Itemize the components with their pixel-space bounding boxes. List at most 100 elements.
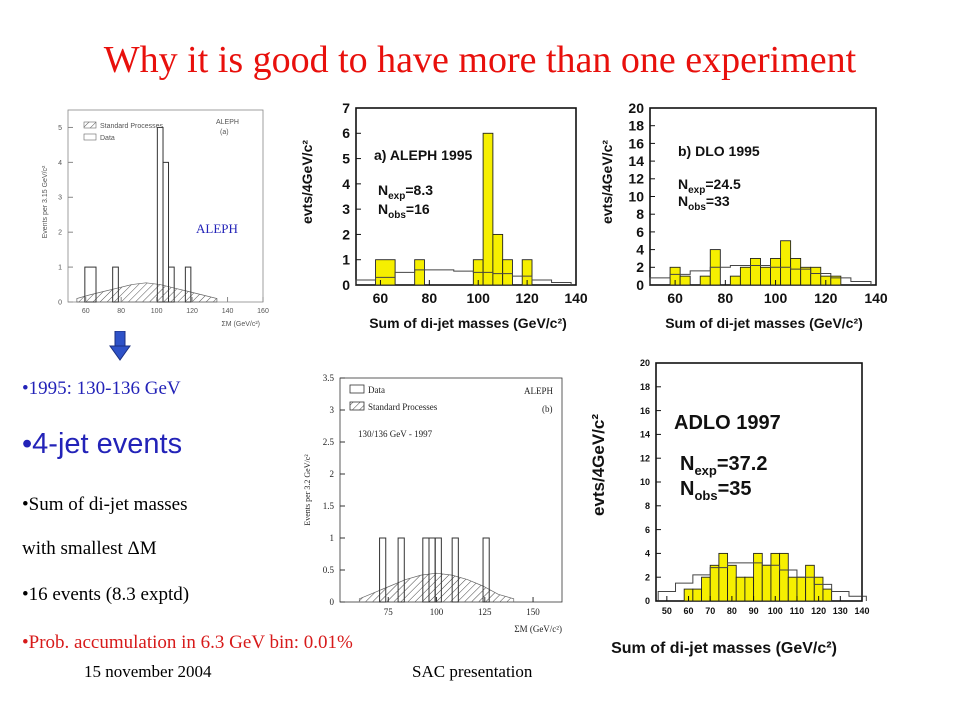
bullet-jet-events-text: 4-jet events: [32, 428, 183, 460]
annotation-exp-sub: exp: [694, 463, 716, 478]
y-tick-label: 1.5: [323, 501, 335, 511]
y-tick-label: 14: [628, 153, 644, 169]
data-bin-bar: [790, 257, 802, 286]
x-tick-label: 60: [667, 290, 683, 306]
y-tick-label: 4: [636, 242, 644, 258]
y-tick-label: 6: [342, 125, 350, 141]
page-title: Why it is good to have more than one exp…: [103, 39, 857, 81]
data-bin-bar: [830, 275, 842, 286]
annotation-obs-sub: obs: [388, 210, 406, 221]
y-tick-label: 4: [58, 160, 62, 167]
x-tick-label: 60: [684, 606, 694, 616]
x-tick-label: 160: [257, 308, 269, 315]
bullet-energy: •1995: 130-136 GeV: [22, 378, 181, 400]
y-tick-label: 16: [640, 406, 650, 416]
y-tick-label: 4: [342, 176, 350, 192]
data-bin-bar: [822, 588, 833, 602]
expected-histogram: [649, 265, 872, 285]
annotation: a) ALEPH 1995 Nexp=8.3 Nobs=16: [374, 147, 473, 221]
annotation-panel-a: (a): [220, 129, 229, 136]
x-tick-label: 70: [705, 606, 715, 616]
y-axis-label: Events per 3.15 GeV/c²: [42, 165, 49, 238]
data-bin-bar: [761, 564, 772, 602]
bullet-mark: •: [22, 584, 29, 605]
y-tick-label: 2: [636, 259, 644, 275]
data-bin-bar: [718, 552, 729, 602]
x-tick-label: 60: [373, 290, 389, 306]
x-tick-label: 120: [186, 308, 198, 315]
data-bin-bar: [753, 552, 763, 602]
data-bin-bar: [156, 126, 164, 303]
expected-histogram: [355, 269, 572, 285]
bullet-smallest-dm-text: with smallest ΔM: [22, 538, 157, 559]
data-bin-bar: [779, 552, 789, 602]
legend-swatch-standard-processes: [83, 121, 97, 129]
data-bin-bar: [729, 275, 741, 286]
x-tick-label: 100: [768, 606, 783, 616]
plot-frame: [67, 109, 264, 303]
annotation-n-obs: =16: [406, 201, 430, 217]
legend-swatch-data: [349, 384, 365, 394]
aleph-label: ALEPH: [196, 221, 238, 236]
data-bin-bar: [502, 259, 513, 286]
data-bin-bar: [770, 552, 781, 602]
y-tick-label: 0: [645, 596, 650, 606]
data-bin-bar: [744, 576, 755, 602]
bullet-mark: •: [22, 632, 29, 653]
annotation-title: ADLO 1997: [674, 412, 781, 434]
bullet-sum-dijet-text: Sum of di-jet masses: [28, 494, 188, 515]
standard-processes-area: [76, 282, 218, 303]
legend-label-data: Data: [368, 385, 385, 395]
data-bin-bar: [727, 564, 737, 602]
annotation-n2: N: [678, 193, 688, 209]
y-tick-label: 0: [342, 277, 350, 293]
x-tick-label: 140: [864, 290, 888, 306]
y-tick-label: 20: [628, 100, 644, 116]
legend: Data Standard Processes ALEPH (b) 130/13…: [349, 384, 554, 439]
annotation-n2: N: [680, 478, 694, 500]
expected-histogram: [657, 562, 867, 601]
annotation-n: N: [678, 176, 688, 192]
svg-text:Nexp=37.2: Nexp=37.2: [680, 453, 767, 478]
data-bin-bar: [735, 576, 746, 602]
y-tick-label: 2: [645, 572, 650, 582]
data-bin-bar: [739, 266, 751, 286]
x-axis-label: Sum of di-jet masses (GeV/c²): [665, 315, 863, 331]
y-tick-label: 3: [58, 195, 62, 202]
data-bin-bar: [451, 537, 459, 603]
y-tick-label: 0: [58, 299, 62, 306]
y-tick-label: 1: [342, 252, 350, 268]
data-bin-bar: [84, 266, 97, 303]
data-bin-bar: [692, 588, 702, 602]
annotation-n-exp: =24.5: [705, 176, 741, 192]
plot-frame: [355, 107, 577, 286]
y-tick-label: 8: [645, 501, 650, 511]
data-bin-bar: [434, 537, 442, 603]
x-tick-label: 80: [422, 290, 438, 306]
data-bin-bar: [749, 257, 761, 286]
y-tick-label: 10: [640, 477, 650, 487]
y-tick-label: 3.5: [323, 373, 335, 383]
aleph-1995-chart: 0 1 2 3 4 5 6 7 60 80 100 120 140 a) ALEPH 1995 Nexp…: [296, 100, 596, 333]
annotation-n-exp: =37.2: [717, 453, 768, 475]
bullet-sum-dijet: •Sum of di-jet masses: [22, 494, 188, 516]
x-axis-label: ΣM (GeV/c²): [514, 624, 562, 634]
annotation-n: N: [680, 453, 694, 475]
data-bin-bar: [397, 537, 405, 603]
annotation-panel-b: (b): [542, 404, 553, 414]
footer-date: 15 november 2004: [84, 662, 212, 681]
y-tick-label: 12: [628, 171, 644, 187]
data-bin-bar: [492, 233, 504, 286]
annotation: ADLO 1997 Nexp=37.2 Nobs=35: [674, 412, 781, 503]
data-bin-bar: [701, 576, 711, 602]
annotation-n2: N: [378, 201, 388, 217]
data-bin-bar: [375, 259, 396, 286]
legend-swatch-data: [83, 133, 97, 141]
data-bin-bar: [168, 266, 175, 303]
data-bin-bar: [787, 576, 798, 602]
legend-swatch-standard-processes: [349, 401, 365, 411]
annotation-n-exp: =8.3: [405, 182, 433, 198]
x-tick-label: 80: [117, 308, 125, 315]
data-bin-bar: [112, 266, 119, 303]
